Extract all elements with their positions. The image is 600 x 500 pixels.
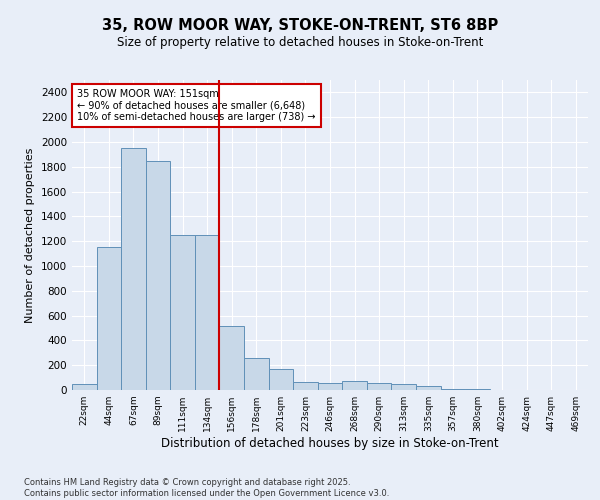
Bar [269,369,293,390]
Bar [440,389,465,390]
Bar [391,384,416,390]
Bar [72,384,97,390]
Text: Contains HM Land Registry data © Crown copyright and database right 2025.
Contai: Contains HM Land Registry data © Crown c… [24,478,389,498]
Bar [195,235,220,390]
Y-axis label: Number of detached properties: Number of detached properties [25,148,35,322]
Bar [342,380,367,390]
Bar [121,148,146,390]
Bar [244,358,269,390]
Bar [367,383,391,390]
Text: Size of property relative to detached houses in Stoke-on-Trent: Size of property relative to detached ho… [117,36,483,49]
X-axis label: Distribution of detached houses by size in Stoke-on-Trent: Distribution of detached houses by size … [161,437,499,450]
Bar [146,160,170,390]
Bar [416,386,440,390]
Bar [170,235,195,390]
Bar [220,326,244,390]
Bar [293,382,318,390]
Bar [318,383,342,390]
Text: 35, ROW MOOR WAY, STOKE-ON-TRENT, ST6 8BP: 35, ROW MOOR WAY, STOKE-ON-TRENT, ST6 8B… [102,18,498,32]
Text: 35 ROW MOOR WAY: 151sqm
← 90% of detached houses are smaller (6,648)
10% of semi: 35 ROW MOOR WAY: 151sqm ← 90% of detache… [77,90,316,122]
Bar [97,248,121,390]
